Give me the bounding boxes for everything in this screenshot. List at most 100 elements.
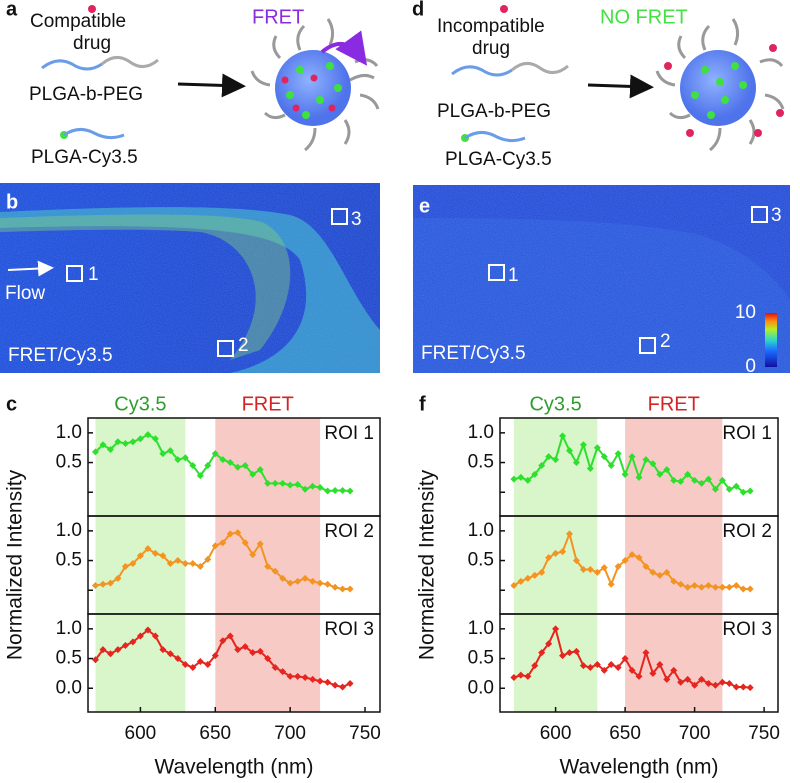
- data-point: [204, 660, 212, 668]
- data-point: [600, 453, 608, 461]
- data-point: [91, 656, 99, 664]
- data-point: [159, 646, 167, 654]
- y-tick-label: 0.5: [56, 550, 82, 571]
- data-point: [136, 632, 144, 640]
- colorbar-tick-label: 10: [735, 302, 756, 323]
- data-point: [346, 487, 354, 495]
- data-point: [339, 486, 347, 494]
- data-point: [99, 441, 107, 449]
- drug-dot: [500, 5, 508, 13]
- data-point: [684, 470, 692, 478]
- roi-box: [217, 340, 234, 357]
- data-point: [234, 463, 242, 471]
- data-point: [684, 675, 692, 683]
- data-point: [711, 583, 719, 591]
- data-point: [642, 456, 650, 464]
- data-point: [286, 672, 294, 680]
- data-point: [739, 683, 747, 691]
- data-point: [256, 647, 264, 655]
- data-point: [346, 679, 354, 687]
- data-point: [159, 450, 167, 458]
- x-tick-label: 750: [349, 723, 381, 744]
- data-point: [635, 473, 643, 481]
- roi-label: 2: [660, 331, 671, 352]
- data-point: [121, 440, 129, 448]
- highlight-band: [625, 418, 723, 712]
- data-point: [649, 568, 657, 576]
- y-tick-label: 1.0: [468, 618, 494, 639]
- drug-label: Incompatible: [437, 16, 545, 37]
- panel-letter: d: [412, 0, 424, 20]
- data-point: [316, 677, 324, 685]
- data-point: [517, 671, 525, 679]
- data-point: [256, 466, 264, 474]
- data-point: [663, 568, 671, 576]
- series-label: ROI 1: [722, 423, 772, 444]
- data-point: [656, 470, 664, 478]
- peg-chain: [101, 56, 159, 68]
- data-point: [559, 432, 567, 440]
- x-tick-label: 600: [125, 723, 157, 744]
- drug-dot: [88, 5, 96, 13]
- data-point: [538, 462, 546, 470]
- data-point: [271, 479, 279, 487]
- data-point: [204, 555, 212, 563]
- data-point: [166, 447, 174, 455]
- data-point: [718, 583, 726, 591]
- data-point: [121, 562, 129, 570]
- data-point: [129, 438, 137, 446]
- series-label: ROI 3: [722, 619, 772, 640]
- data-point: [663, 466, 671, 474]
- data-point: [566, 447, 573, 455]
- data-point: [642, 562, 650, 570]
- data-point: [286, 579, 294, 587]
- data-point: [670, 577, 678, 585]
- data-point: [331, 681, 339, 689]
- data-point: [301, 574, 309, 582]
- data-point: [249, 551, 257, 559]
- y-tick-label: 0.5: [56, 648, 82, 669]
- data-point: [614, 562, 622, 570]
- data-point: [656, 571, 664, 579]
- data-point: [234, 646, 242, 654]
- data-point: [301, 674, 309, 682]
- micelle: [655, 18, 785, 152]
- data-point: [331, 583, 339, 591]
- data-point: [271, 663, 279, 671]
- data-point: [189, 560, 197, 568]
- data-point: [691, 681, 699, 689]
- data-point: [226, 632, 234, 640]
- data-point: [545, 453, 553, 461]
- data-point: [174, 456, 182, 464]
- band-label: FRET: [242, 393, 294, 415]
- series-label: ROI 1: [324, 423, 374, 444]
- data-point: [586, 464, 594, 472]
- data-point: [309, 577, 317, 585]
- data-point: [129, 638, 137, 646]
- data-point: [725, 583, 733, 591]
- plga-chain: [451, 65, 513, 77]
- data-point: [705, 475, 712, 483]
- drug-label: drug: [472, 38, 510, 59]
- data-point: [677, 678, 685, 686]
- data-point: [670, 666, 678, 674]
- data-point: [538, 649, 546, 657]
- data-point: [510, 581, 518, 589]
- data-point: [698, 479, 706, 487]
- y-axis-label: Normalized Intensity: [416, 469, 439, 660]
- band-label: Cy3.5: [529, 393, 581, 415]
- data-point: [691, 581, 699, 589]
- arrow: [587, 74, 654, 99]
- result-label: FRET: [252, 6, 304, 28]
- data-point: [114, 574, 122, 582]
- x-axis-label: Wavelength (nm): [559, 756, 718, 779]
- data-point: [607, 660, 615, 668]
- data-point: [181, 660, 189, 668]
- data-point: [628, 453, 636, 461]
- roi-box: [751, 206, 768, 223]
- data-point: [572, 557, 580, 565]
- data-point: [572, 647, 580, 655]
- series-label: ROI 2: [722, 521, 772, 542]
- drug-label: drug: [73, 33, 111, 54]
